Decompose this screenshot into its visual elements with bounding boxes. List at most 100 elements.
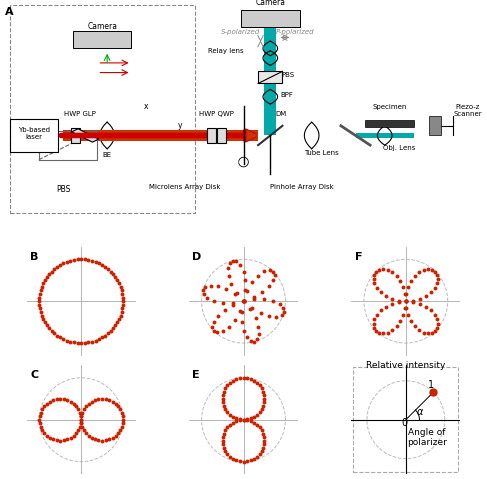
Text: S-polarized: S-polarized	[222, 29, 261, 35]
Point	[256, 409, 263, 416]
Point	[396, 277, 404, 285]
Polygon shape	[217, 128, 226, 143]
Point	[233, 289, 241, 297]
Point	[256, 381, 263, 389]
Point	[85, 432, 93, 440]
Point	[243, 416, 251, 423]
Point	[259, 388, 267, 396]
Point	[379, 265, 387, 273]
Point	[384, 329, 392, 336]
Point	[112, 432, 119, 440]
Point	[236, 308, 244, 315]
Point	[240, 297, 247, 305]
Point	[85, 339, 93, 346]
Point	[204, 294, 211, 302]
Point	[226, 421, 234, 428]
Point	[258, 385, 265, 392]
Point	[116, 405, 124, 413]
Point	[276, 300, 283, 308]
Point	[224, 381, 231, 389]
Point	[53, 263, 61, 271]
Bar	[429, 116, 441, 136]
Point	[63, 396, 71, 404]
Bar	[63, 130, 258, 141]
Point	[376, 307, 384, 314]
Point	[372, 268, 380, 275]
Point	[371, 316, 378, 323]
Point	[247, 417, 255, 425]
Point	[407, 318, 415, 325]
Point	[88, 434, 95, 442]
Point	[53, 331, 61, 339]
Point	[48, 327, 56, 335]
Point	[118, 286, 126, 294]
Point	[75, 405, 82, 413]
Point	[105, 396, 113, 404]
Point	[229, 301, 237, 308]
Point	[250, 377, 258, 385]
Point	[258, 405, 265, 413]
Point	[243, 374, 251, 382]
Point	[67, 434, 75, 442]
Point	[222, 405, 229, 413]
Point	[77, 412, 85, 420]
Point	[222, 385, 229, 392]
Text: DM: DM	[275, 111, 286, 117]
Point	[40, 402, 48, 410]
Point	[70, 400, 77, 408]
Point	[253, 421, 261, 428]
Point	[38, 283, 46, 291]
Point	[74, 256, 81, 263]
Point	[261, 437, 268, 445]
Point	[117, 283, 125, 291]
Point	[78, 409, 86, 416]
Point	[254, 272, 262, 279]
Point	[401, 290, 409, 298]
Point	[118, 305, 126, 312]
Point	[113, 276, 121, 284]
Point	[49, 396, 57, 404]
Point	[229, 455, 237, 463]
Point	[433, 271, 441, 278]
Point	[98, 395, 106, 402]
Point	[388, 300, 395, 308]
Point	[232, 456, 240, 464]
Bar	[241, 10, 300, 27]
Point	[210, 327, 218, 335]
Point	[80, 426, 88, 434]
Point	[43, 400, 51, 408]
Point	[227, 280, 235, 288]
Point	[427, 307, 435, 314]
Bar	[356, 133, 414, 138]
Point	[240, 297, 247, 305]
Point	[226, 259, 234, 267]
Point	[226, 453, 234, 461]
Point	[76, 423, 84, 431]
Point	[94, 436, 102, 444]
Point	[102, 436, 110, 444]
Point	[420, 329, 428, 336]
Point	[403, 290, 411, 298]
Point	[50, 265, 58, 273]
Point	[40, 429, 48, 437]
Point	[46, 398, 54, 405]
Point	[411, 323, 419, 331]
Point	[240, 297, 247, 305]
Point	[373, 284, 381, 291]
Point	[246, 306, 254, 313]
Point	[370, 275, 377, 283]
Text: P-polarized: P-polarized	[275, 29, 314, 35]
Point	[236, 416, 244, 424]
Point	[246, 337, 254, 345]
Text: Camera: Camera	[87, 22, 117, 31]
Point	[38, 426, 46, 434]
Point	[113, 319, 121, 326]
Point	[250, 413, 258, 421]
Point	[118, 409, 126, 416]
Point	[92, 258, 99, 266]
Point	[75, 426, 82, 434]
Point	[73, 429, 80, 437]
Point	[60, 395, 68, 403]
Text: PBS: PBS	[56, 184, 71, 194]
Point	[38, 312, 46, 319]
